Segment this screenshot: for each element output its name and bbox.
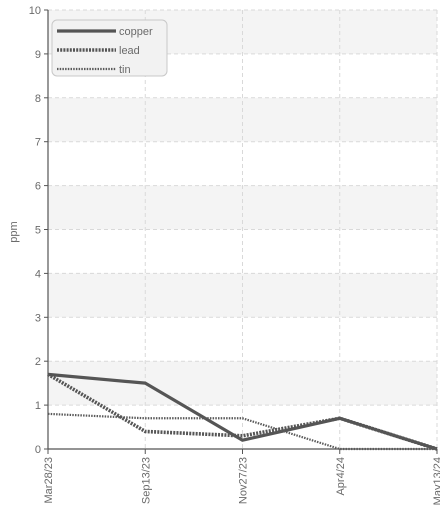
plot-band	[48, 273, 437, 318]
series-lines	[47, 372, 438, 451]
grid-lines	[48, 9, 438, 449]
y-axis-label: ppm	[8, 221, 20, 242]
plot-band	[48, 97, 437, 142]
legend-label-lead[interactable]: lead	[119, 45, 140, 57]
legend[interactable]: copper lead tin	[51, 19, 168, 77]
y-tick-label: 9	[35, 49, 41, 61]
y-tick-label: 7	[35, 137, 41, 149]
y-tick-label: 3	[35, 312, 41, 324]
y-tick-label: 2	[35, 356, 41, 368]
x-tick-label: Nov27/23	[238, 457, 250, 504]
y-tick-label: 0	[35, 444, 41, 456]
y-tick-label: 10	[29, 5, 41, 17]
x-tick-label: Sep13/23	[140, 457, 152, 504]
legend-box	[51, 19, 168, 77]
legend-label-tin[interactable]: tin	[119, 64, 131, 76]
series-line-lead	[47, 372, 438, 451]
x-tick-label: May13/24	[432, 457, 440, 505]
legend-label-copper[interactable]: copper	[119, 26, 153, 38]
tick-labels: 0 1 2 3 4 5 6 7 8 9 10 Mar28/23 Sep13/23 Nov27/23 Apr4…	[29, 5, 440, 505]
y-tick-label: 5	[35, 225, 41, 237]
y-tick-label: 1	[35, 400, 41, 412]
y-tick-label: 4	[35, 268, 41, 280]
x-tick-label: Mar28/23	[43, 457, 55, 503]
series-line-tin	[47, 412, 437, 451]
x-tick-label: Apr4/24	[335, 457, 347, 496]
y-tick-label: 8	[35, 93, 41, 105]
y-tick-label: 6	[35, 181, 41, 193]
